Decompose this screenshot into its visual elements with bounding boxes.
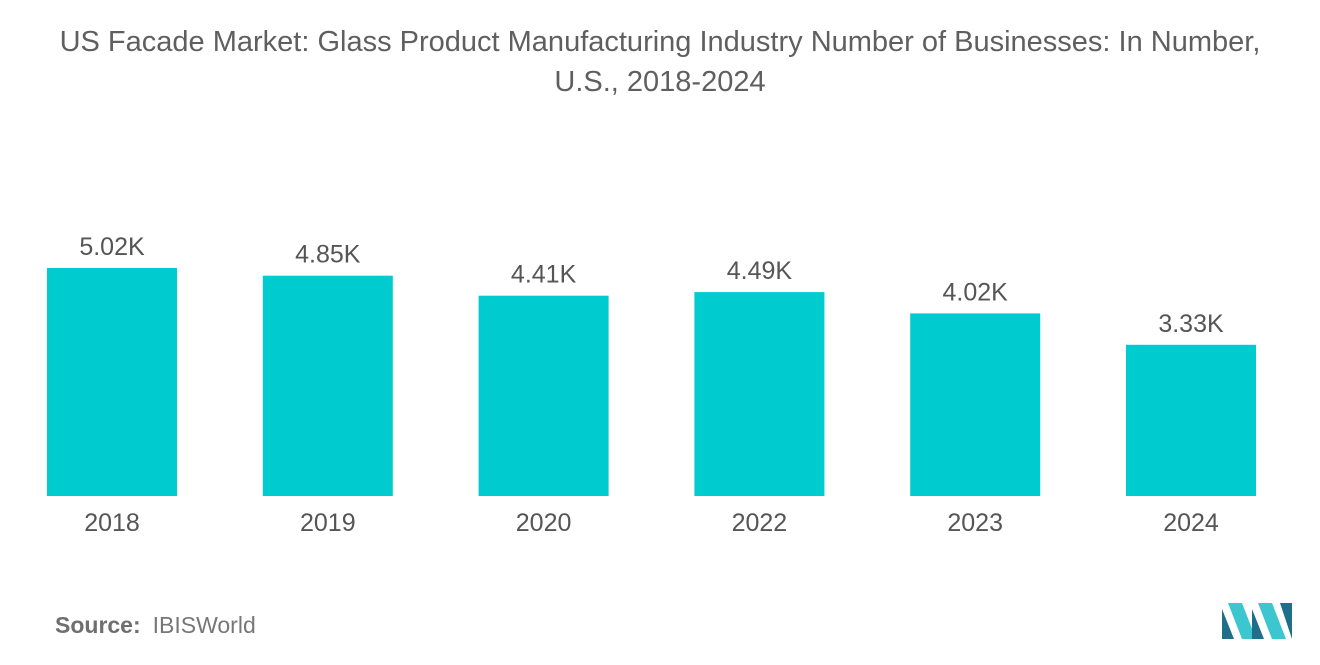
bar-2020 [478,295,609,496]
logo-shape-5 [1280,603,1292,639]
chart-title-line-1: US Facade Market: Glass Product Manufact… [59,26,1261,58]
x-tick-label-2020: 2020 [516,509,572,537]
logo-shape-2 [1228,603,1256,639]
chart-title-line-2: U.S., 2018-2024 [554,66,766,98]
logo-shape-4 [1258,603,1286,639]
x-tick-label-2018: 2018 [84,509,140,537]
bar-2022 [694,292,825,496]
source-label: Source: [55,612,141,638]
mordor-intelligence-logo-icon [1222,603,1292,639]
chart-title: US Facade Market: Glass Product Manufact… [0,22,1320,102]
source-value: IBISWorld [152,612,256,638]
x-tick-label-2024: 2024 [1163,509,1219,537]
data-label-2024: 3.33K [1158,310,1224,338]
data-label-2023: 4.02K [943,278,1009,306]
x-tick-label-2023: 2023 [947,509,1003,537]
bar-2018 [47,268,177,496]
source-note: Source: IBISWorld [55,612,256,639]
bar-2023 [910,313,1041,496]
logo-shape-1 [1222,609,1234,639]
data-label-2019: 4.85K [295,241,361,269]
bar-2019 [262,275,393,496]
bar-2024 [1126,344,1256,496]
x-tick-label-2019: 2019 [300,509,356,537]
data-label-2022: 4.49K [727,257,793,285]
logo-shape-3 [1252,609,1264,639]
x-tick-label-2022: 2022 [732,509,788,537]
data-label-2020: 4.41K [511,261,577,289]
data-label-2018: 5.02K [79,233,145,261]
